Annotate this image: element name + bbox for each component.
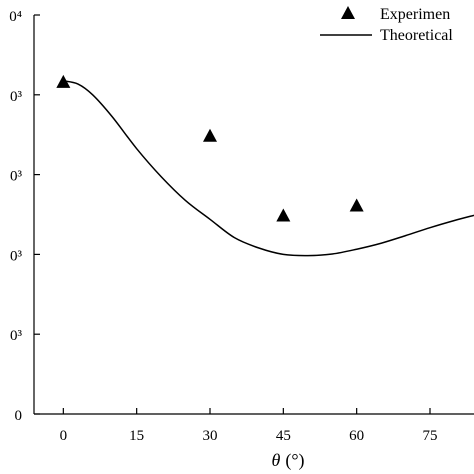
axes: [33, 15, 474, 415]
legend-triangle-marker: [341, 6, 355, 19]
y-tick-label: 0³: [10, 169, 23, 185]
y-tick-label: 0³: [10, 248, 23, 264]
theoretical-curve: [63, 80, 474, 257]
x-ticks: 0 15 30 45 60 75: [60, 408, 438, 444]
legend-item-experimental: Experimen: [341, 6, 450, 23]
x-tick-label: 30: [203, 428, 218, 444]
x-tick-label: 45: [276, 428, 291, 444]
experimental-point: [56, 74, 71, 88]
experimental-point: [349, 198, 364, 212]
x-tick-label: 60: [349, 428, 364, 444]
x-tick-label: 75: [423, 428, 438, 444]
legend-label-experimental: Experimen: [380, 6, 450, 23]
y-tick-label: 0³: [10, 328, 23, 344]
y-tick-label: 0⁴: [9, 9, 22, 25]
y-tick-label: 0: [15, 408, 23, 424]
x-axis-unit: (°): [285, 450, 304, 471]
experimental-series: [56, 74, 364, 222]
legend-item-theoretical: Theoretical: [320, 27, 453, 44]
y-tick-label: 0³: [10, 89, 23, 105]
legend: Experimen Theoretical: [320, 6, 453, 44]
x-tick-label: 15: [129, 428, 144, 444]
experimental-point: [276, 208, 291, 222]
x-axis-symbol: θ: [271, 450, 280, 470]
experimental-point: [203, 128, 217, 142]
legend-label-theoretical: Theoretical: [380, 27, 453, 44]
theoretical-series: [63, 80, 474, 257]
x-axis-title: θ (°): [271, 450, 304, 471]
y-ticks: 0 0³ 0³ 0³ 0³ 0⁴: [9, 9, 40, 424]
x-tick-label: 0: [60, 428, 68, 444]
